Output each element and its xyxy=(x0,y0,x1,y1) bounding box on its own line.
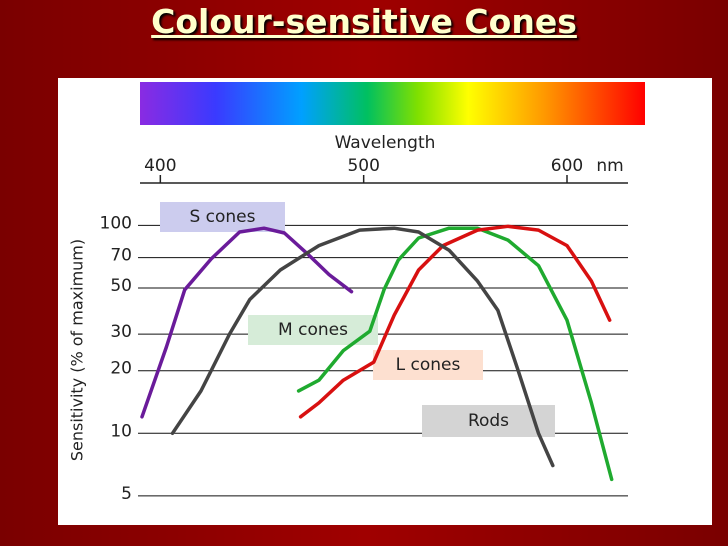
y-tick-label: 5 xyxy=(121,484,132,504)
y-tick-label: 30 xyxy=(110,322,132,342)
series-label: L cones xyxy=(396,355,461,375)
series-line xyxy=(170,226,555,468)
series-label-box xyxy=(373,350,483,380)
y-tick-label: 10 xyxy=(110,421,132,441)
series-label: S cones xyxy=(189,207,255,227)
y-tick-label: 100 xyxy=(100,213,132,233)
x-tick-label: 600 xyxy=(551,156,583,176)
x-axis-title: Wavelength xyxy=(335,133,436,153)
x-unit: nm xyxy=(596,156,623,176)
x-tick-label: 500 xyxy=(347,156,379,176)
series-line xyxy=(140,226,354,419)
series-line xyxy=(296,226,614,482)
spectrum-bar xyxy=(140,82,645,125)
slide-title: Colour-sensitive Cones xyxy=(151,2,577,41)
series-label: Rods xyxy=(468,411,509,431)
y-tick-label: 50 xyxy=(110,276,132,296)
y-tick-label: 70 xyxy=(110,246,132,266)
y-axis-title: Sensitivity (% of maximum) xyxy=(68,239,87,461)
y-tick-label: 20 xyxy=(110,359,132,379)
series-label: M cones xyxy=(278,320,348,340)
x-tick-label: 400 xyxy=(144,156,176,176)
